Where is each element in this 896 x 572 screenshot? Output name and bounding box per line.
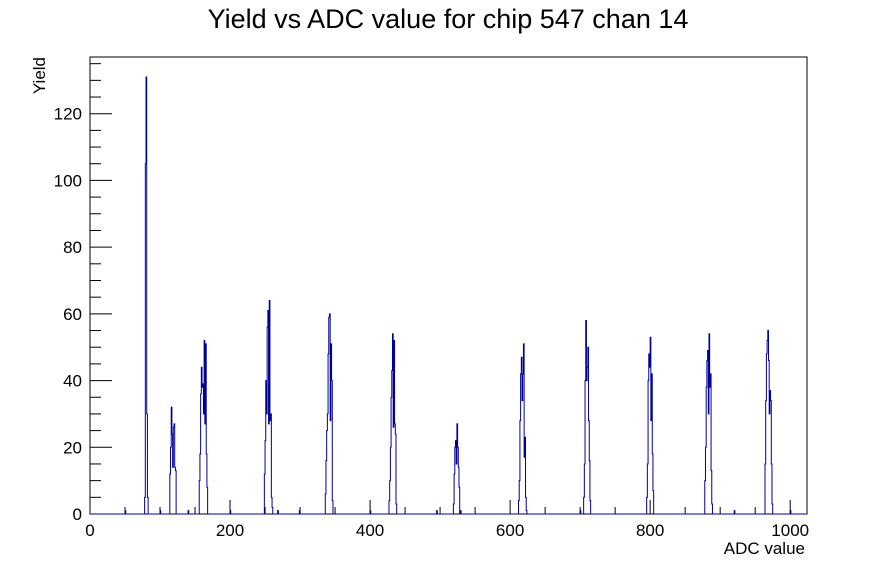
- x-tick-label: 0: [85, 521, 94, 540]
- x-tick-label: 600: [496, 521, 524, 540]
- x-axis-label: ADC value: [724, 539, 805, 558]
- y-tick-label: 60: [63, 305, 82, 324]
- x-tick-label: 200: [216, 521, 244, 540]
- y-tick-label: 20: [63, 438, 82, 457]
- y-tick-label: 100: [54, 171, 82, 190]
- y-axis-label: Yield: [30, 57, 49, 94]
- x-axis-ticks: 0 200 400 600 800 1000: [85, 500, 809, 540]
- x-tick-label: 800: [636, 521, 664, 540]
- y-tick-label: 120: [54, 105, 82, 124]
- x-tick-label: 1000: [771, 521, 809, 540]
- y-tick-label: 0: [73, 505, 82, 524]
- y-tick-label: 80: [63, 238, 82, 257]
- chart-title: Yield vs ADC value for chip 547 chan 14: [208, 4, 689, 34]
- y-axis-ticks: 0 20 40 60 80 100 120: [54, 63, 112, 524]
- x-tick-label: 400: [356, 521, 384, 540]
- histogram-series-line: [90, 76, 807, 515]
- y-tick-label: 40: [63, 372, 82, 391]
- plot-frame: [89, 56, 808, 515]
